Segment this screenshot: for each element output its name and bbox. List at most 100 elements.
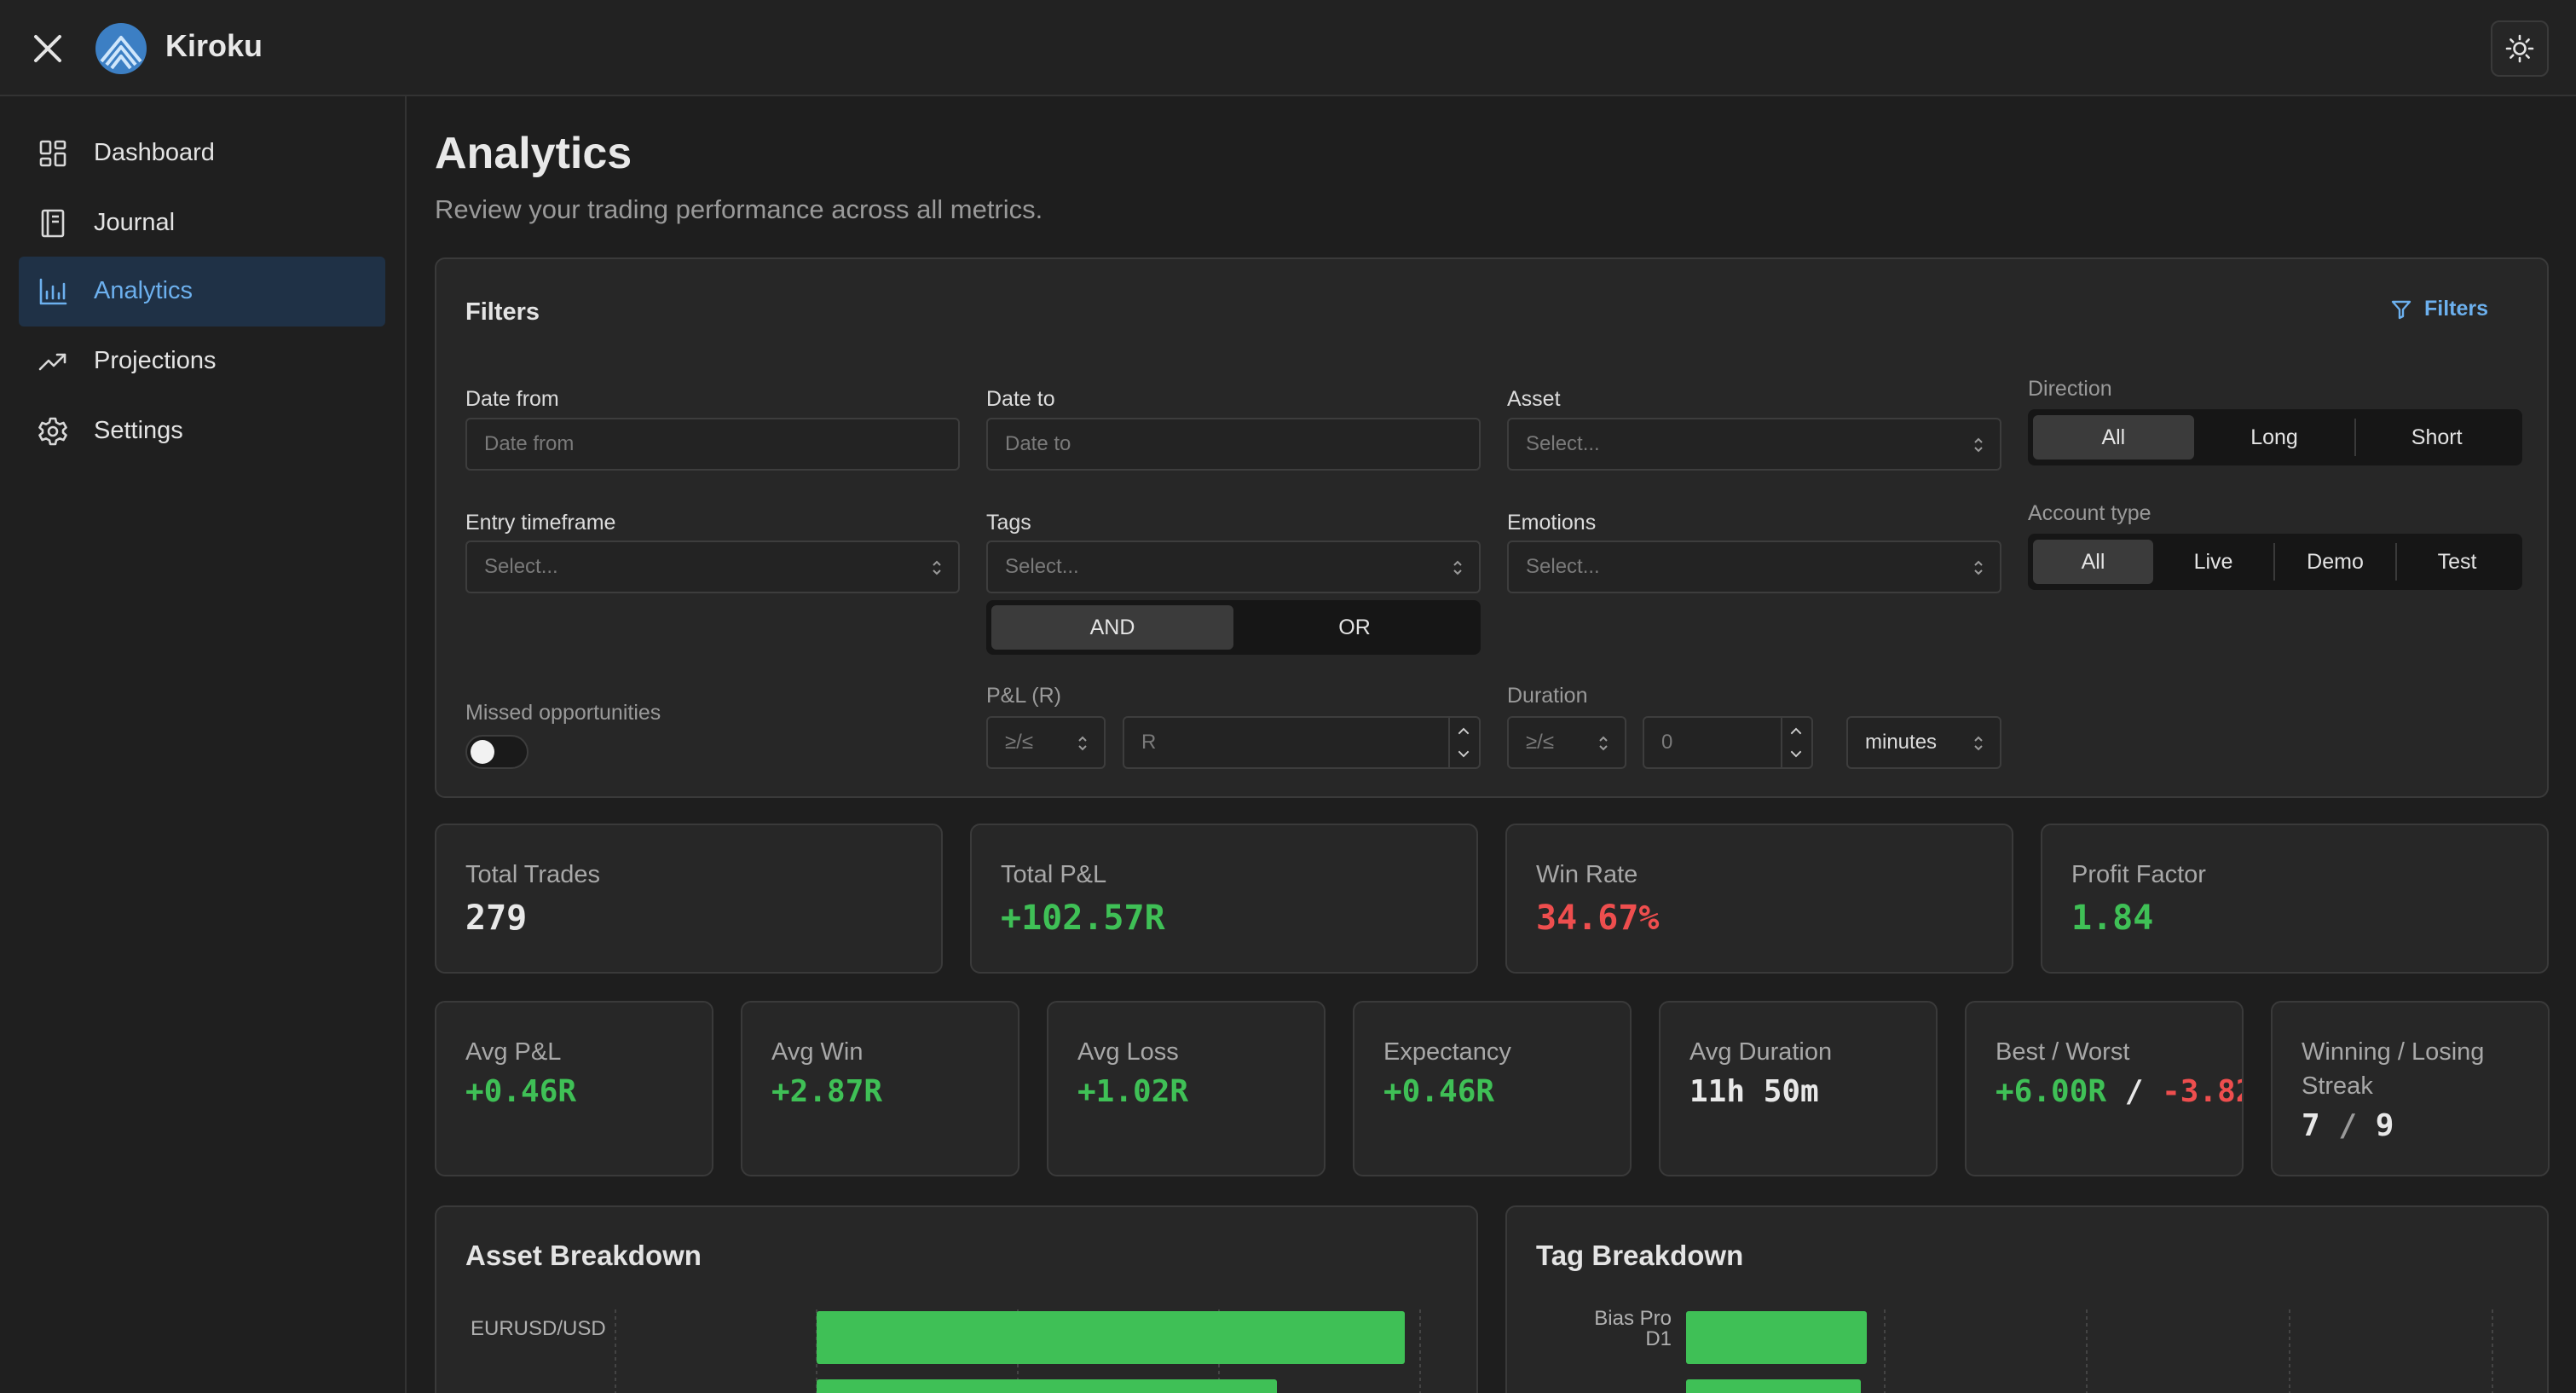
emotions-select[interactable]: Select... [1507,540,2001,593]
pnl-value-input[interactable]: R [1123,716,1481,769]
date-from-label: Date from [465,387,559,411]
stat-value: 1.84 [2071,899,2154,938]
duration-label: Duration [1507,684,1588,708]
close-icon[interactable] [31,32,65,66]
duration-value-input[interactable]: 0 [1643,716,1813,769]
pnl-label: P&L (R) [986,684,1061,708]
direction-all[interactable]: All [2033,415,2194,460]
stat-expectancy: Expectancy +0.46R [1353,1001,1632,1176]
number-stepper-icon[interactable] [1448,718,1477,767]
emotions-placeholder: Select... [1526,555,1600,578]
stat-label: Expectancy [1383,1038,1511,1066]
category-label: EURUSD/USD [471,1317,606,1340]
stat-streak: Winning / Losing Streak 7 / 9 [2271,1001,2550,1176]
stat-avg-duration: Avg Duration 11h 50m [1659,1001,1938,1176]
entry-timeframe-placeholder: Select... [484,555,558,578]
tag-breakdown-panel: Tag Breakdown Bias Pro D1 [1505,1205,2549,1393]
divider [2395,543,2397,581]
losing-streak: 9 [2375,1108,2394,1143]
stat-label-line1: Winning / Losing [2302,1038,2485,1066]
stat-avg-pnl: Avg P&L +0.46R [435,1001,713,1176]
sidebar-item-journal[interactable]: Journal [19,188,385,258]
account-type-label: Account type [2028,501,2151,525]
number-stepper-icon[interactable] [1781,718,1810,767]
tags-placeholder: Select... [1005,555,1079,578]
bar [817,1379,1277,1393]
theme-toggle-button[interactable] [2491,20,2549,77]
category-label: D1 [1645,1327,1672,1350]
sidebar-item-analytics[interactable]: Analytics [19,257,385,327]
stat-label: Total Trades [465,861,600,888]
stat-value: 7 / 9 [2302,1108,2394,1143]
asset-select[interactable]: Select... [1507,418,2001,471]
sidebar: Dashboard Journal Analytics Projections [0,96,407,1393]
stat-label: Win Rate [1536,861,1638,888]
chevron-up-down-icon [1599,736,1608,751]
category-label: Bias Pro [1594,1307,1672,1330]
date-to-placeholder: Date to [1005,432,1071,455]
pnl-operator-select[interactable]: ≥/≤ [986,716,1106,769]
chevron-up-down-icon [1974,437,1983,453]
analytics-icon [39,278,67,305]
stat-value: 34.67% [1536,899,1660,938]
direction-long[interactable]: Long [2250,425,2298,449]
value-separator: / [2338,1108,2358,1143]
trending-up-icon [38,353,66,371]
kiroku-logo [95,23,147,74]
account-type-all[interactable]: All [2033,540,2153,584]
account-type-test[interactable]: Test [2437,549,2477,574]
sun-icon [2505,34,2534,63]
stat-value: +102.57R [1001,899,1165,938]
emotions-label: Emotions [1507,511,1597,535]
tags-logic-and[interactable]: AND [991,605,1233,650]
stat-label: Avg Loss [1077,1038,1179,1066]
divider [2354,419,2357,456]
stat-profit-factor: Profit Factor 1.84 [2041,824,2549,974]
direction-label: Direction [2028,377,2112,401]
date-from-placeholder: Date from [484,432,575,455]
duration-operator-select[interactable]: ≥/≤ [1507,716,1626,769]
sidebar-item-projections[interactable]: Projections [19,327,385,396]
sidebar-item-settings[interactable]: Settings [19,396,385,466]
stat-avg-win: Avg Win +2.87R [741,1001,1019,1176]
filters-toggle-button[interactable]: Filters [2390,297,2488,321]
tags-logic-or[interactable]: OR [1338,615,1371,639]
page-title: Analytics [435,129,632,178]
pnl-placeholder: R [1141,731,1157,754]
chevron-up-down-icon [1453,560,1462,575]
filters-title: Filters [465,298,540,326]
stat-value: +6.00R / -3.82R [1996,1074,2242,1109]
tag-breakdown-title: Tag Breakdown [1536,1240,1744,1271]
stat-value: +0.46R [465,1074,577,1109]
direction-segmented: All Long Short [2028,409,2522,465]
winning-streak: 7 [2302,1108,2320,1143]
date-to-field[interactable]: Date to [986,418,1481,471]
tags-logic-segmented: AND OR [986,600,1481,655]
duration-unit-select[interactable]: minutes [1846,716,2001,769]
account-type-segmented: All Live Demo Test [2028,534,2522,590]
worst-value: -3.82R [2162,1074,2242,1109]
value-separator: / [2124,1074,2144,1109]
stat-label: Avg Duration [1689,1038,1833,1066]
direction-short[interactable]: Short [2411,425,2463,449]
page-subtitle: Review your trading performance across a… [435,194,1043,224]
stat-total-pnl: Total P&L +102.57R [970,824,1478,974]
top-bar: Kiroku [0,0,2576,96]
dashboard-icon [39,140,66,167]
tags-label: Tags [986,511,1031,535]
filters-toggle-label: Filters [2424,297,2489,321]
tags-select[interactable]: Select... [986,540,1481,593]
asset-placeholder: Select... [1526,432,1600,455]
date-from-field[interactable]: Date from [465,418,960,471]
sidebar-item-dashboard[interactable]: Dashboard [19,118,385,188]
filters-panel: Filters Filters Date from Date from Date… [435,257,2549,798]
stat-avg-loss: Avg Loss +1.02R [1047,1001,1326,1176]
stat-value: +1.02R [1077,1074,1189,1109]
account-type-live[interactable]: Live [2193,549,2233,574]
entry-timeframe-select[interactable]: Select... [465,540,960,593]
entry-timeframe-label: Entry timeframe [465,511,616,535]
stat-value: 279 [465,899,528,938]
missed-opportunities-toggle[interactable] [465,735,528,769]
account-type-demo[interactable]: Demo [2307,549,2364,574]
